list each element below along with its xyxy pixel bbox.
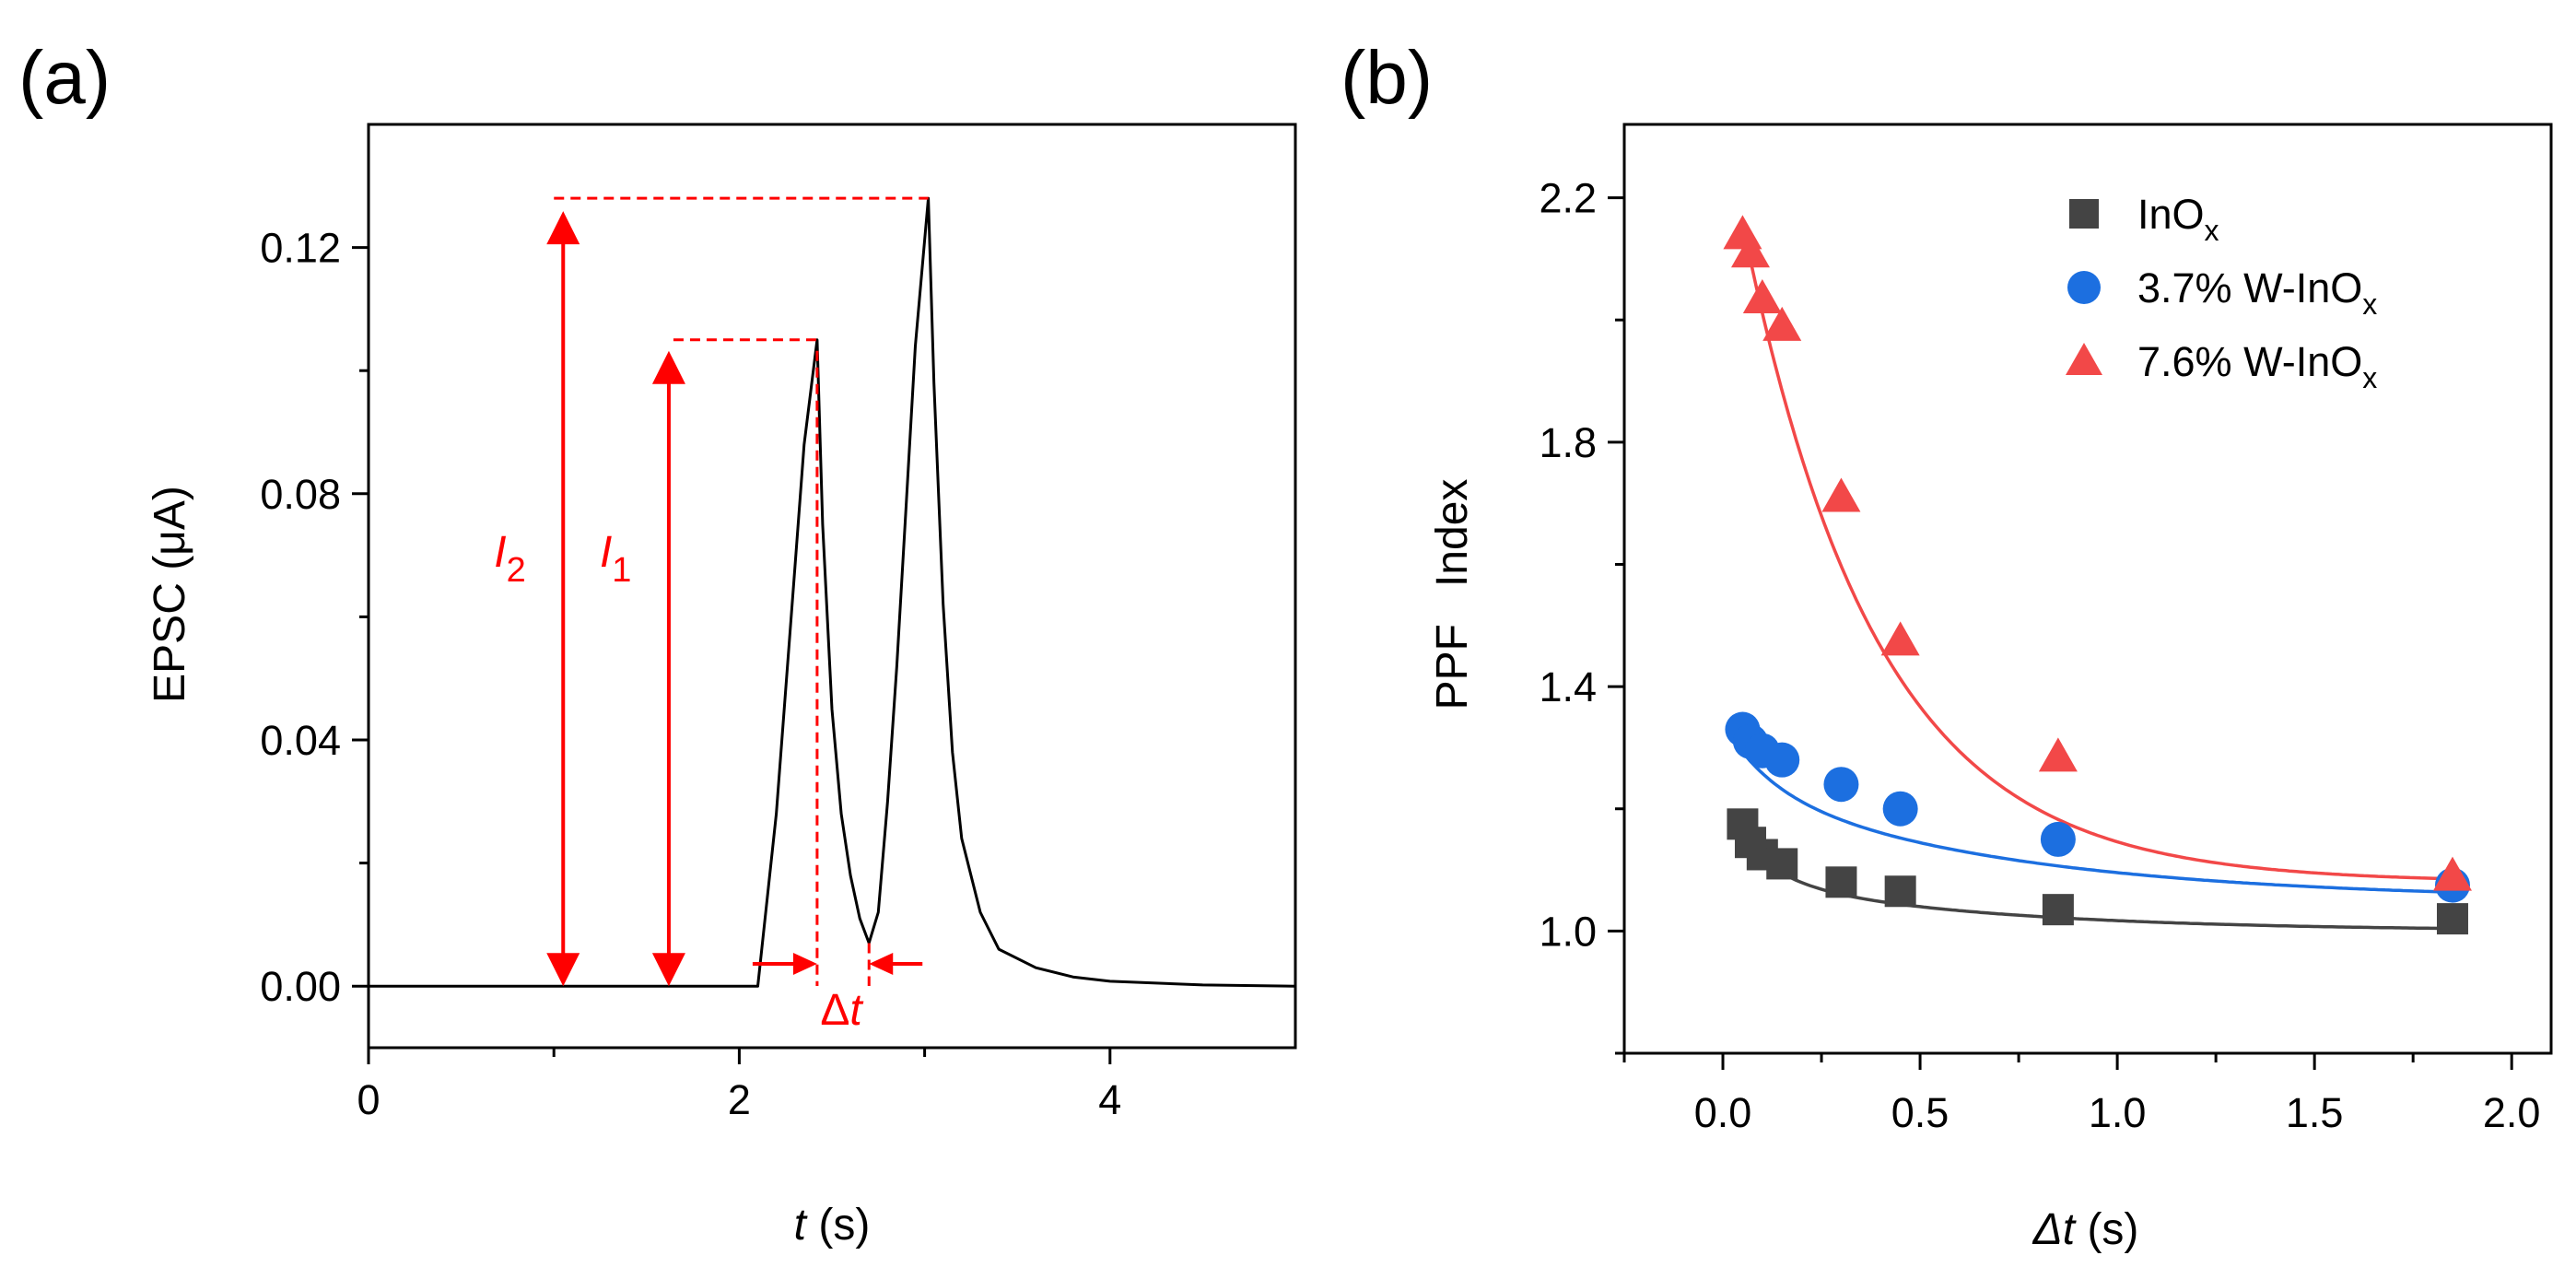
delta-t-label: Δt: [820, 986, 863, 1035]
x-tick-label: 1.0: [2089, 1089, 2147, 1136]
y-tick-label: 0.12: [260, 225, 341, 272]
panel-a-x-axis-label-unit: (s): [806, 1201, 870, 1250]
y-tick-label: 1.0: [1539, 908, 1597, 955]
legend-entry-1: 3.7% W-InOx: [2137, 264, 2377, 321]
y-tick-label: 2.2: [1539, 175, 1597, 222]
panel-b-x-axis-label-var: Δt: [2032, 1205, 2077, 1254]
i2-arrow-head-bottom: [546, 953, 580, 987]
data-point-s1: [2040, 821, 2076, 857]
data-point-s0: [2042, 894, 2074, 926]
panel-b-x-axis-label: Δt (s): [2032, 1205, 2139, 1254]
panel-a-label: (a): [18, 36, 111, 120]
data-point-s2: [1730, 233, 1770, 268]
data-point-s2: [1880, 621, 1920, 656]
data-point-s2: [1762, 306, 1802, 341]
panel-b-ticks: 0.0 0.5 1.0 1.5 2.0 1.0 1.4 1.8 2.2: [1539, 175, 2540, 1136]
i2-arrow-head-top: [546, 211, 580, 245]
fit-curve-1: [1741, 751, 2453, 894]
panel-a-x-axis-label-var: t: [794, 1201, 808, 1250]
panel-a-plot: I2 I1 Δt: [369, 196, 1296, 1035]
y-tick-label: 1.8: [1539, 419, 1597, 466]
x-tick-label: 4: [1098, 1076, 1121, 1123]
x-tick-label: 0.5: [1891, 1089, 1950, 1136]
data-point-s1: [1764, 742, 1800, 778]
panel-a-y-axis-label: EPSC (μA): [146, 486, 194, 703]
data-point-s0: [1825, 866, 1857, 898]
panel-b-legend: InOx 3.7% W-InOx 7.6% W-InOx: [2066, 191, 2377, 394]
panel-b-y-axis-label: PPF Index: [1428, 479, 1477, 710]
y-tick-label: 0.04: [260, 717, 341, 764]
x-tick-label: 2: [728, 1076, 751, 1123]
data-point-s1: [1823, 767, 1859, 803]
panel-a-ticks: 0 2 4 0.00 0.04 0.08 0.12: [260, 225, 1121, 1123]
dt-arrow-left-head: [792, 953, 817, 975]
data-point-s2: [1821, 477, 1861, 512]
i1-label: I1: [600, 528, 631, 590]
data-point-s0: [2436, 903, 2468, 935]
panel-b-x-axis-label-unit: (s): [2075, 1205, 2138, 1254]
legend-marker-2: [2066, 343, 2102, 375]
panel-a: (a) 0 2 4 0.00 0.04 0.08 0.12 I2 I1 Δt EPSC (μA)…: [18, 36, 1297, 1250]
data-point-s1: [1882, 791, 1918, 827]
legend-entry-2: 7.6% W-InOx: [2137, 338, 2377, 394]
data-point-s2: [2038, 737, 2078, 772]
panel-a-frame: [367, 123, 1297, 1050]
fit-curve-0: [1741, 839, 2453, 931]
dt-arrow-right-head: [869, 953, 894, 975]
legend-entry-0: InOx: [2137, 191, 2219, 247]
panel-b: (b) 0.0 0.5 1.0 1.5 2.0 1.0 1.4 1.8 2.2 InOx 3.7%…: [1341, 36, 2553, 1254]
fit-curve-2: [1740, 222, 2453, 881]
data-point-s0: [1766, 848, 1798, 880]
y-tick-label: 0.08: [260, 471, 341, 518]
x-tick-label: 1.5: [2286, 1089, 2344, 1136]
data-point-s0: [1884, 875, 1916, 908]
y-tick-label: 1.4: [1539, 663, 1597, 710]
panel-b-frame: [1622, 123, 2553, 1055]
panel-b-label: (b): [1341, 36, 1433, 120]
data-point-s2: [2432, 856, 2472, 891]
i2-label: I2: [494, 528, 525, 590]
x-tick-label: 0: [357, 1076, 380, 1123]
panel-a-x-axis-label: t (s): [794, 1201, 871, 1250]
x-tick-label: 2.0: [2483, 1089, 2541, 1136]
y-tick-label: 0.00: [260, 963, 341, 1010]
legend-marker-0: [2069, 199, 2099, 229]
i1-arrow-head-bottom: [651, 953, 685, 987]
panel-b-points: [1723, 215, 2472, 935]
i1-arrow-head-top: [651, 350, 685, 384]
panel-b-fit-curves: [1740, 222, 2453, 931]
epsc-trace: [369, 196, 1296, 988]
x-tick-label: 0.0: [1694, 1089, 1752, 1136]
data-point-s2: [1742, 279, 1782, 313]
legend-marker-1: [2067, 271, 2101, 304]
